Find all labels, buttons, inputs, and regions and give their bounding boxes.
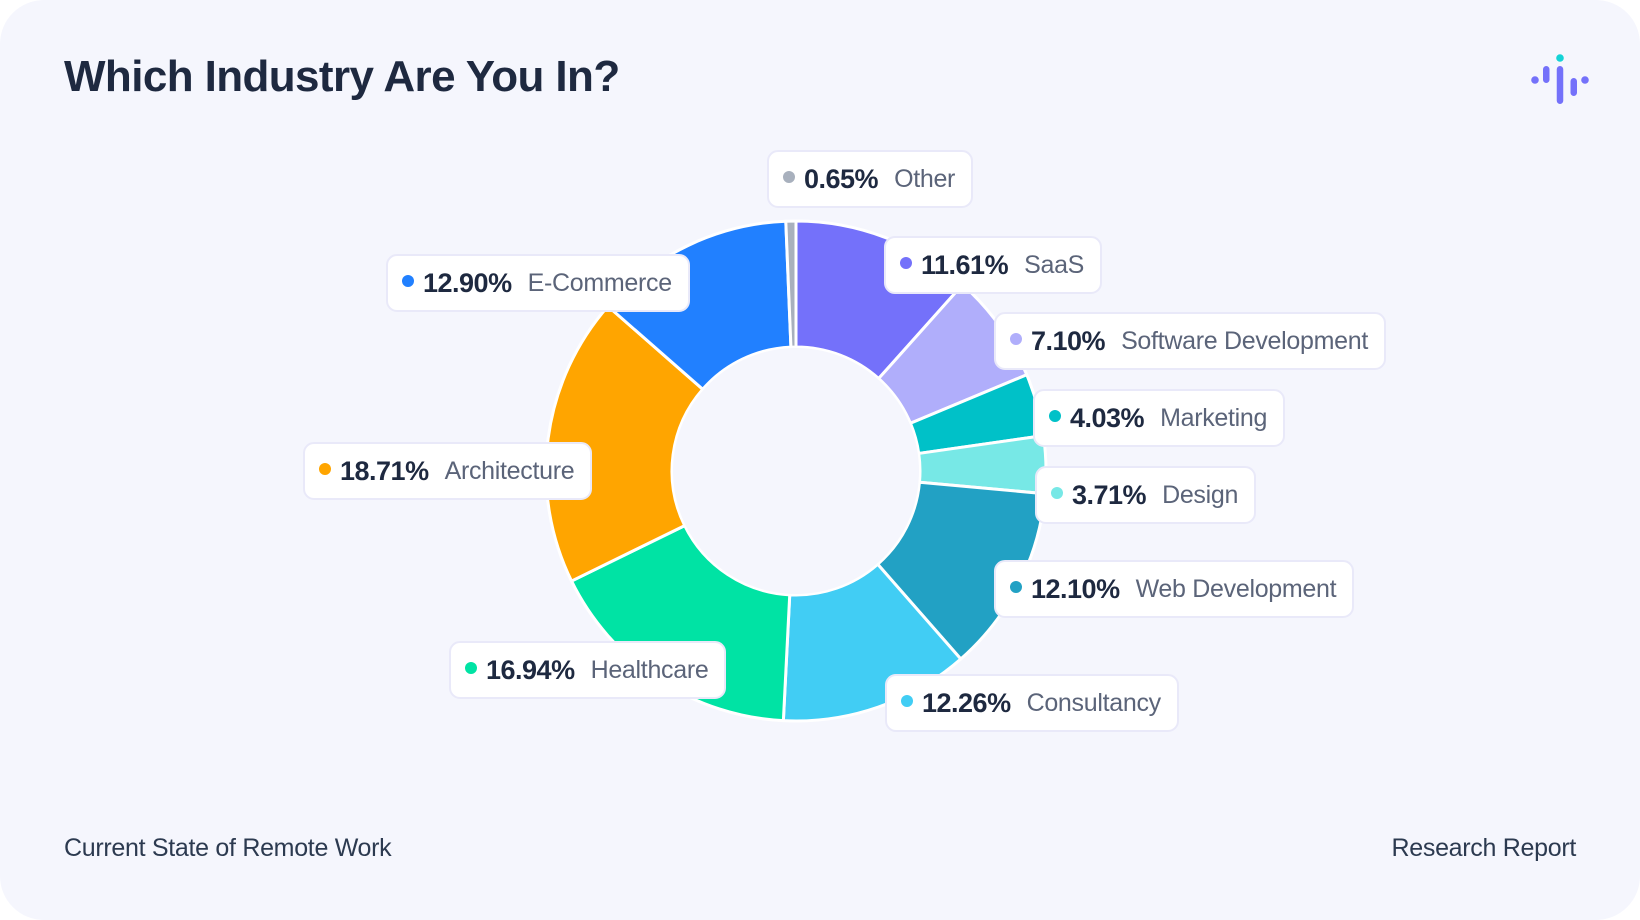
legend-dot-icon <box>319 463 331 475</box>
legend-dot-icon <box>402 275 414 287</box>
slice-percentage: 4.03% <box>1070 402 1145 433</box>
data-label-architecture: 18.71% Architecture <box>303 442 593 500</box>
slice-category: Software Development <box>1121 326 1368 355</box>
logo-bar-3 <box>1570 78 1577 96</box>
slice-category: Healthcare <box>590 655 709 684</box>
slice-category: Design <box>1162 480 1239 509</box>
legend-dot-icon <box>900 257 912 269</box>
legend-dot-icon <box>1051 487 1063 499</box>
slice-category: Other <box>894 164 956 193</box>
slice-percentage: 12.10% <box>1031 573 1120 604</box>
slice-other[interactable] <box>784 219 798 349</box>
data-label-web-development: 12.10% Web Development <box>994 560 1355 618</box>
data-label-saas: 11.61% SaaS <box>884 236 1103 294</box>
logo-dot-accent <box>1556 54 1564 62</box>
legend-dot-icon <box>1049 410 1061 422</box>
data-label-other: 0.65% Other <box>767 150 974 208</box>
legend-dot-icon <box>1010 333 1022 345</box>
slice-category: Architecture <box>444 456 575 485</box>
footer-report-name: Current State of Remote Work <box>64 834 392 862</box>
data-label-design: 3.71% Design <box>1035 466 1257 524</box>
legend-dot-icon <box>783 171 795 183</box>
slice-percentage: 7.10% <box>1031 325 1106 356</box>
donut-hole <box>673 348 919 594</box>
slice-percentage: 0.65% <box>804 163 879 194</box>
slice-percentage: 12.26% <box>922 687 1011 718</box>
audio-waveform-logo-icon <box>1531 54 1589 104</box>
slice-category: E-Commerce <box>527 268 673 297</box>
footer-report-type: Research Report <box>1391 834 1577 862</box>
legend-dot-icon <box>1010 581 1022 593</box>
slice-percentage: 16.94% <box>486 654 575 685</box>
slice-category: Web Development <box>1135 574 1337 603</box>
data-label-consultancy: 12.26% Consultancy <box>885 674 1179 732</box>
data-label-healthcare: 16.94% Healthcare <box>449 641 727 699</box>
slice-percentage: 18.71% <box>340 455 429 486</box>
slice-healthcare[interactable] <box>570 524 792 723</box>
page-title: Which Industry Are You In? <box>64 52 620 101</box>
logo-bar-1 <box>1543 66 1550 83</box>
slice-percentage: 11.61% <box>921 249 1009 280</box>
data-label-marketing: 4.03% Marketing <box>1033 389 1286 447</box>
logo-dot-left <box>1531 76 1539 84</box>
data-label-e-commerce: 12.90% E-Commerce <box>386 254 690 312</box>
slice-category: Consultancy <box>1026 688 1162 717</box>
data-label-software-development: 7.10% Software Development <box>994 312 1386 370</box>
logo-bar-2 <box>1556 66 1564 104</box>
slice-category: Marketing <box>1160 403 1268 432</box>
slice-architecture[interactable] <box>544 304 705 583</box>
legend-dot-icon <box>465 662 477 674</box>
logo-dot-right <box>1581 76 1589 84</box>
slice-percentage: 12.90% <box>423 267 512 298</box>
slice-percentage: 3.71% <box>1072 479 1147 510</box>
legend-dot-icon <box>901 695 913 707</box>
slice-category: SaaS <box>1024 250 1085 279</box>
